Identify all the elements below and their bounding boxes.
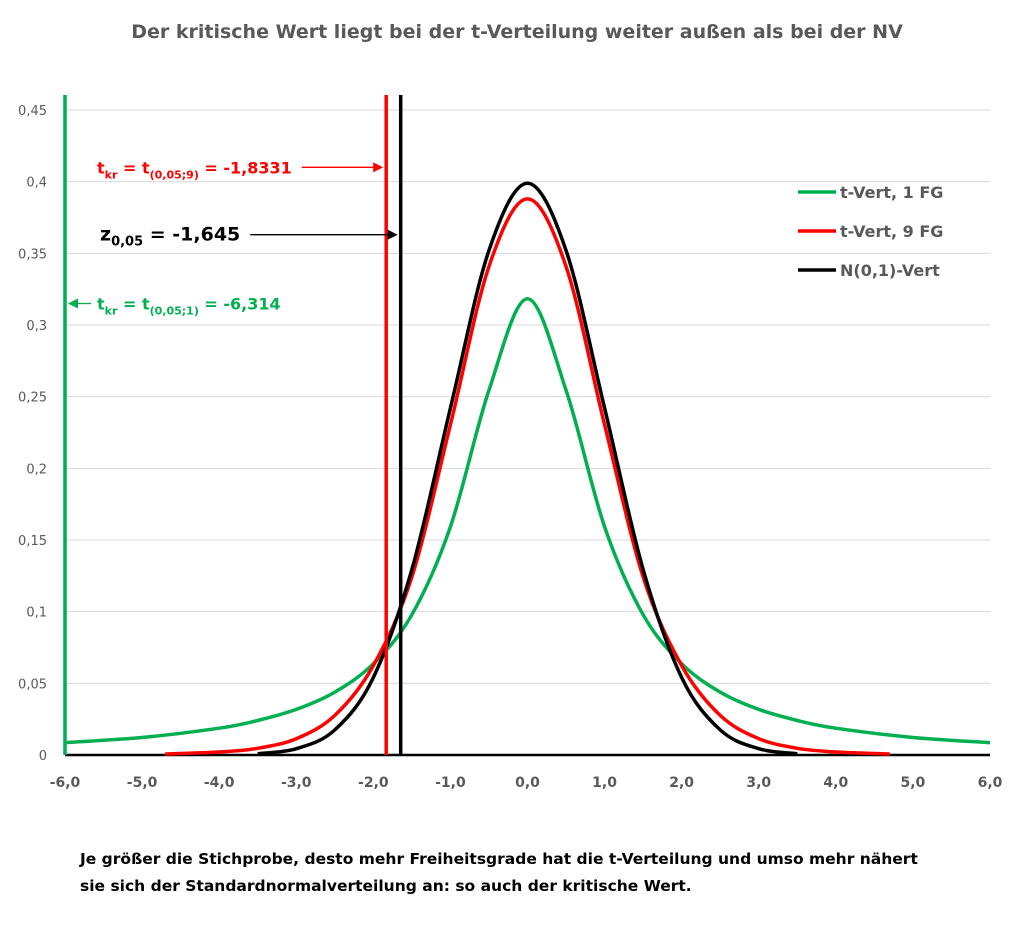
x-tick-label: -5,0 <box>127 775 158 791</box>
axes: 0 0,05 0,1 0,15 0,2 0,25 0,3 0,35 0,4 0,45 -6,0 -5,… <box>18 104 1003 791</box>
y-tick-label: 0,15 <box>18 534 47 549</box>
x-tick-label: 5,0 <box>901 775 926 791</box>
annotation-1: tkr = t(0,05;9) = -1,8331 <box>97 158 292 181</box>
caption: Je größer die Stichprobe, desto mehr Fre… <box>80 846 1000 900</box>
caption-line-2: sie sich der Standardnormalverteilung an… <box>80 877 692 895</box>
series-line-1 <box>64 297 991 745</box>
series-lines <box>64 181 991 756</box>
x-tick-label: 3,0 <box>746 775 771 791</box>
series-line-3 <box>257 181 798 756</box>
caption-line-1: Je größer die Stichprobe, desto mehr Fre… <box>80 850 918 868</box>
x-tick-label: -4,0 <box>204 775 235 791</box>
series-line-2 <box>165 197 890 756</box>
legend: t-Vert, 1 FG t-Vert, 9 FG N(0,1)-Vert <box>798 183 943 280</box>
y-tick-label: 0,4 <box>26 176 47 191</box>
annotations: tkr = t(0,05;9) = -1,8331 z0,05 = -1,645 t… <box>68 158 398 318</box>
x-tick-label: 2,0 <box>669 775 694 791</box>
x-tick-label: 1,0 <box>592 775 617 791</box>
y-tick-label: 0,35 <box>18 247 47 262</box>
legend-label: t-Vert, 1 FG <box>840 183 943 202</box>
legend-label: N(0,1)-Vert <box>840 261 940 280</box>
x-tick-label: 0,0 <box>515 775 540 791</box>
x-tick-label: 6,0 <box>978 775 1003 791</box>
y-tick-label: 0,45 <box>18 104 47 119</box>
x-tick-label: -6,0 <box>50 775 81 791</box>
y-tick-label: 0,05 <box>18 677 47 692</box>
critical-value-lines <box>63 95 403 755</box>
annotation-arrowhead <box>387 229 398 240</box>
annotation-arrowhead <box>373 162 384 173</box>
x-tick-label: -3,0 <box>281 775 312 791</box>
annotation-arrowhead <box>68 298 78 309</box>
annotation-3: tkr = t(0,05;1) = -6,314 <box>97 295 281 318</box>
x-tick-label: -2,0 <box>358 775 389 791</box>
annotation-2: z0,05 = -1,645 <box>100 224 240 250</box>
y-tick-label: 0,1 <box>26 606 47 621</box>
y-tick-label: 0,3 <box>26 319 47 334</box>
y-tick-label: 0,25 <box>18 391 47 406</box>
y-tick-label: 0 <box>39 749 47 764</box>
chart-title: Der kritische Wert liegt bei der t-Verte… <box>131 21 903 43</box>
x-tick-label: 4,0 <box>823 775 848 791</box>
y-tick-label: 0,2 <box>26 462 47 477</box>
grid <box>65 109 990 684</box>
x-tick-label: -1,0 <box>435 775 466 791</box>
legend-label: t-Vert, 9 FG <box>840 222 943 241</box>
